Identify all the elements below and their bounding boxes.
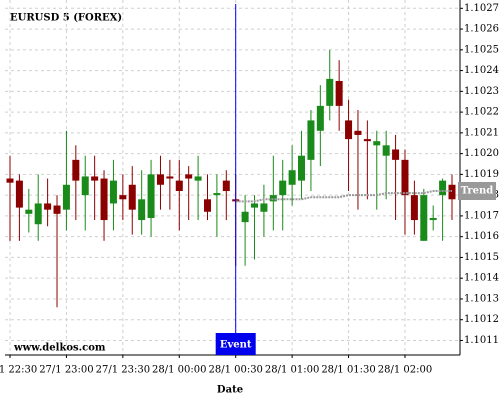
trend-line (235, 189, 452, 203)
x-tick-label: 28/1 01:30 (321, 365, 375, 376)
candle-body (15, 180, 23, 208)
trend-label-box (458, 181, 496, 200)
candle-body (166, 176, 174, 179)
candle-body (373, 141, 381, 146)
candle-body (62, 184, 70, 210)
y-tick-label: 1.1019 (464, 169, 499, 180)
candle-body (185, 174, 193, 179)
candle-body (25, 209, 33, 214)
candle-body (138, 199, 146, 221)
candle-body (392, 149, 400, 160)
candle-body (269, 195, 277, 202)
candle-body (128, 184, 136, 210)
candle-body (363, 139, 371, 142)
x-tick-label: 28/1 00:00 (152, 365, 206, 376)
candle-body (429, 217, 437, 221)
x-tick-label: 28/1 01:00 (265, 365, 319, 376)
candle-body (345, 120, 353, 140)
x-tick-label: 27/1 22:30 (0, 365, 37, 376)
candle-body (44, 203, 52, 210)
candle-body (326, 78, 334, 106)
candle-body (251, 203, 259, 208)
candle-body (175, 180, 183, 191)
y-tick-label: 1.1017 (464, 210, 499, 221)
x-tick-label: 28/1 00:30 (208, 365, 262, 376)
y-tick-label: 1.1022 (464, 107, 499, 118)
candle-body (279, 180, 287, 196)
candle-body (410, 195, 418, 221)
y-tick-label: 1.1011 (464, 335, 499, 346)
candle-body (109, 180, 117, 204)
candle-body (119, 195, 127, 200)
candle-body (203, 199, 211, 212)
x-tick-label: 27/1 23:00 (39, 365, 93, 376)
y-tick-label: 1.1026 (464, 24, 499, 35)
y-tick-label: 1.1027 (464, 3, 499, 14)
y-tick-label: 1.1020 (464, 148, 499, 159)
x-axis-label: Date (217, 385, 243, 396)
candle-body (81, 176, 89, 196)
y-tick-label: 1.1014 (464, 273, 499, 284)
candle-body (335, 80, 343, 106)
candle-body (6, 178, 14, 183)
y-tick-label: 1.1023 (464, 86, 499, 97)
candle-body (354, 130, 362, 135)
candle-body (316, 105, 324, 131)
candle-body (298, 155, 306, 181)
y-tick-label: 1.1024 (464, 65, 499, 76)
event-label: Event (220, 340, 252, 351)
candle-body (439, 180, 447, 196)
candle-body (382, 145, 390, 156)
candle-body (34, 203, 42, 225)
watermark: www.delkos.com (13, 343, 106, 354)
candle-body (147, 174, 155, 218)
trend-label: Trend (461, 185, 494, 196)
candle-body (156, 174, 164, 185)
x-tick-label: 27/1 23:30 (96, 365, 150, 376)
candle-body (448, 184, 456, 200)
y-tick-label: 1.1012 (464, 314, 499, 325)
y-tick-label: 1.1015 (464, 252, 499, 263)
candle-body (307, 120, 315, 160)
candle-body (288, 170, 296, 185)
candle-body (91, 176, 99, 181)
y-tick-label: 1.1025 (464, 44, 499, 55)
y-tick-label: 1.1013 (464, 293, 499, 304)
candle-body (241, 211, 249, 223)
y-tick-label: 1.1016 (464, 231, 499, 242)
x-tick-label: 28/1 02:00 (378, 365, 432, 376)
candle-body (260, 203, 268, 212)
candle-body (100, 178, 108, 221)
candle-body (213, 193, 221, 196)
candle-body (222, 180, 230, 191)
candle-body (72, 159, 80, 181)
candle-body (53, 205, 61, 214)
candle-body (194, 176, 202, 181)
candle-body (420, 195, 428, 241)
y-tick-label: 1.1021 (464, 127, 499, 138)
candle-body (401, 159, 409, 196)
event-label-box (215, 333, 256, 355)
